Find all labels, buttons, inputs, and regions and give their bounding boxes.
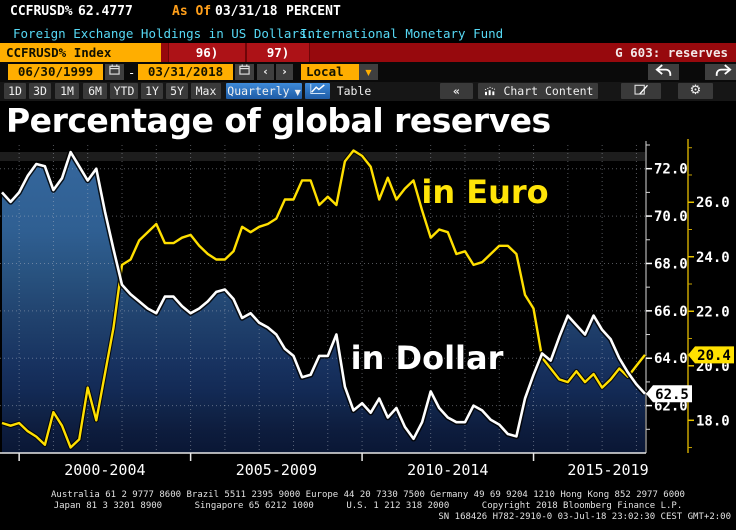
- security-input[interactable]: CCFRUSD% Index: [0, 43, 161, 62]
- ticker: CCFRUSD%: [10, 4, 73, 19]
- period-button-1y[interactable]: 1Y: [141, 83, 163, 99]
- footer: Australia 61 2 9777 8600 Brazil 5511 239…: [0, 487, 736, 530]
- start-date-field[interactable]: 06/30/1999: [8, 64, 103, 80]
- data-source: International Monetary Fund: [300, 26, 504, 41]
- description-bar: Foreign Exchange Holdings in US Dollars.…: [0, 24, 736, 43]
- x-axis-label: 2015-2019: [567, 461, 648, 479]
- footer-contacts-line1: Australia 61 2 9777 8600 Brazil 5511 239…: [51, 490, 685, 500]
- dollar-line: [1, 150, 646, 441]
- chevron-left-icon: ‹: [263, 65, 268, 78]
- security-description: Foreign Exchange Holdings in US Dollars.…: [13, 26, 330, 41]
- euro-series-label: in Euro: [421, 173, 548, 211]
- dollar-axis-label: 64.0: [654, 351, 688, 367]
- table-view-button[interactable]: Table: [333, 83, 375, 99]
- x-axis-label: 2010-2014: [407, 461, 488, 479]
- period-button-1m[interactable]: 1M: [55, 83, 79, 99]
- period-button-max[interactable]: Max: [191, 83, 221, 99]
- command-bar: CCFRUSD% Index 96) Actions▼ 97) Edit▼ G …: [0, 43, 736, 79]
- period-button-ytd[interactable]: YTD: [110, 83, 138, 99]
- euro-last-value-tag: 20.4: [697, 348, 731, 364]
- unit-label: PERCENT: [286, 4, 341, 19]
- date-separator: -: [128, 66, 136, 80]
- undo-button[interactable]: [648, 64, 679, 80]
- chevron-down-icon: ▼: [365, 68, 372, 77]
- dollar-last-value-tag: 62.5: [655, 387, 689, 403]
- actions-menu-button[interactable]: 96) Actions▼: [168, 43, 246, 79]
- collapse-panel-button[interactable]: «: [440, 83, 473, 99]
- line-chart-view-button[interactable]: [305, 83, 330, 99]
- chart-toolbar: 1D 3D 1M 6M YTD 1Y 5Y Max Quarterly ▼ Tab…: [0, 82, 736, 101]
- dollar-axis-label: 66.0: [654, 304, 688, 320]
- range-back-button[interactable]: ‹: [257, 64, 274, 80]
- footer-session-info: SN 168426 H782-2910-0 03-Jul-18 23:02:30…: [438, 512, 731, 522]
- range-bar: 06/30/1999 - 03/31/2018 ‹ › Local CCY ▼: [0, 62, 736, 95]
- chart-title: Percentage of global reserves: [6, 101, 551, 140]
- as-of-label: As Of: [172, 4, 212, 19]
- period-button-5y[interactable]: 5Y: [166, 83, 188, 99]
- top-shade-band: [0, 152, 645, 161]
- annotate-pencil-icon: [633, 84, 648, 95]
- as-of-date: 03/31/18: [215, 4, 278, 19]
- annotate-button[interactable]: [621, 83, 661, 99]
- currency-dropdown-button[interactable]: ▼: [359, 64, 378, 80]
- dollar-area-fill: [2, 152, 645, 453]
- frequency-select[interactable]: Quarterly ▼: [226, 83, 302, 99]
- calendar-icon: [109, 64, 120, 75]
- chart-panel: Percentage of global reserves 72.0 70.0 68…: [0, 101, 736, 487]
- title-bar: CCFRUSD% 62.4777 As Of 03/31/18 PERCENT: [0, 0, 736, 24]
- euro-last-value-tag-bg: [688, 346, 734, 364]
- dollar-last-value-tag-bg: [646, 385, 692, 403]
- start-date-calendar-button[interactable]: [105, 64, 124, 80]
- dollar-axis-label: 72.0: [654, 162, 688, 178]
- mini-bar-chart-icon: [484, 86, 495, 96]
- euro-axis-label: 18.0: [696, 413, 730, 429]
- reserves-chart[interactable]: 72.070.068.066.064.062.026.024.022.020.0…: [0, 101, 736, 487]
- euro-axis-label: 24.0: [696, 250, 730, 266]
- last-value: 62.4777: [78, 4, 133, 19]
- chart-content-button[interactable]: Chart Content: [478, 83, 598, 99]
- euro-axis-label: 26.0: [696, 195, 730, 211]
- dollar-series-label: in Dollar: [351, 339, 504, 377]
- x-axis-label: 2005-2009: [236, 461, 317, 479]
- redo-icon: [715, 64, 732, 76]
- gear-icon: ⚙: [689, 83, 702, 98]
- redo-button[interactable]: [705, 64, 736, 80]
- calendar-icon: [239, 64, 250, 75]
- period-button-6m[interactable]: 6M: [83, 83, 107, 99]
- line-chart-icon: [309, 84, 325, 94]
- end-date-field[interactable]: 03/31/2018: [138, 64, 233, 80]
- chevron-down-icon: ▼: [294, 88, 301, 97]
- period-button-1d[interactable]: 1D: [4, 83, 26, 99]
- x-axis-label: 2000-2004: [64, 461, 145, 479]
- dollar-axis-label: 70.0: [654, 209, 688, 225]
- end-date-calendar-button[interactable]: [235, 64, 254, 80]
- dollar-axis-label: 68.0: [654, 256, 688, 272]
- currency-select[interactable]: Local CCY: [301, 64, 359, 95]
- settings-button[interactable]: ⚙: [678, 83, 713, 99]
- undo-icon: [654, 64, 671, 76]
- chevron-right-icon: ›: [282, 65, 287, 78]
- period-button-3d[interactable]: 3D: [29, 83, 51, 99]
- footer-contacts-line2: Japan 81 3 3201 8900 Singapore 65 6212 1…: [53, 501, 683, 511]
- dollar-axis-label: 62.0: [654, 399, 688, 415]
- euro-line: [1, 149, 646, 449]
- edit-menu-button[interactable]: 97) Edit▼: [246, 43, 310, 79]
- euro-axis-label: 22.0: [696, 304, 730, 320]
- screen-function-label: G 603: reserves: [615, 45, 728, 60]
- range-forward-button[interactable]: ›: [276, 64, 293, 80]
